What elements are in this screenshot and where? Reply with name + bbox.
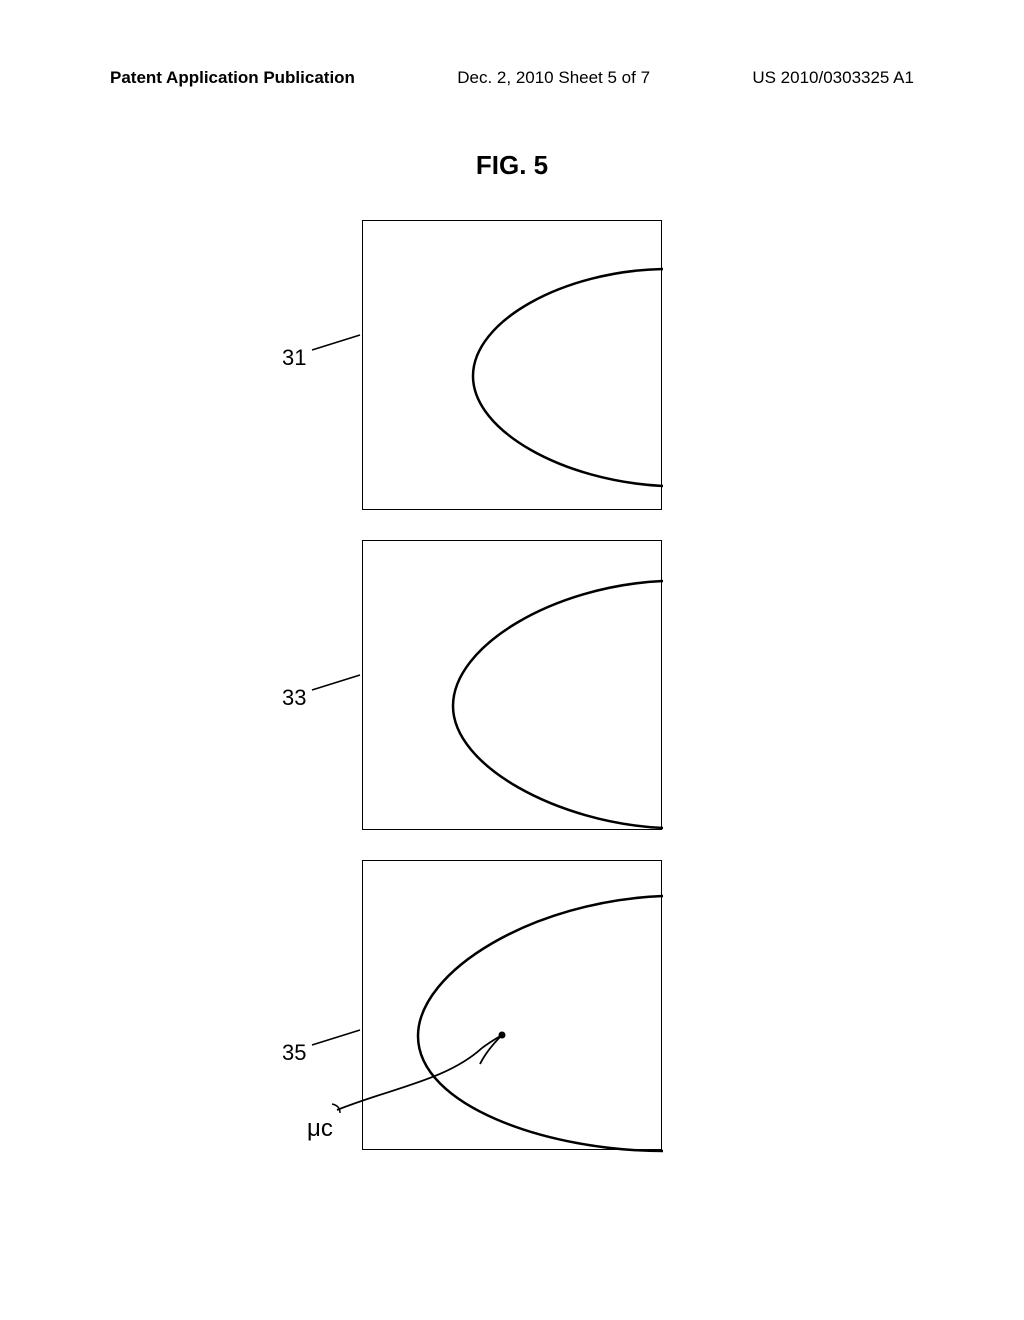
header-left: Patent Application Publication [110,68,355,88]
header-center: Dec. 2, 2010 Sheet 5 of 7 [457,68,650,88]
panel-33: 33 [362,540,662,830]
curve-33 [363,541,663,831]
panel-31: 31 [362,220,662,510]
leader-33 [282,540,362,830]
panel-box-33 [362,540,662,830]
curve-35 [363,861,663,1151]
figure-title: FIG. 5 [476,150,548,181]
panels-container: 31 33 35 μc [362,220,662,1150]
curve-31 [363,221,663,511]
page-header: Patent Application Publication Dec. 2, 2… [0,68,1024,88]
panel-35: 35 μc [362,860,662,1150]
leader-31 [282,220,362,510]
header-right: US 2010/0303325 A1 [752,68,914,88]
panel-box-31 [362,220,662,510]
panel-box-35 [362,860,662,1150]
